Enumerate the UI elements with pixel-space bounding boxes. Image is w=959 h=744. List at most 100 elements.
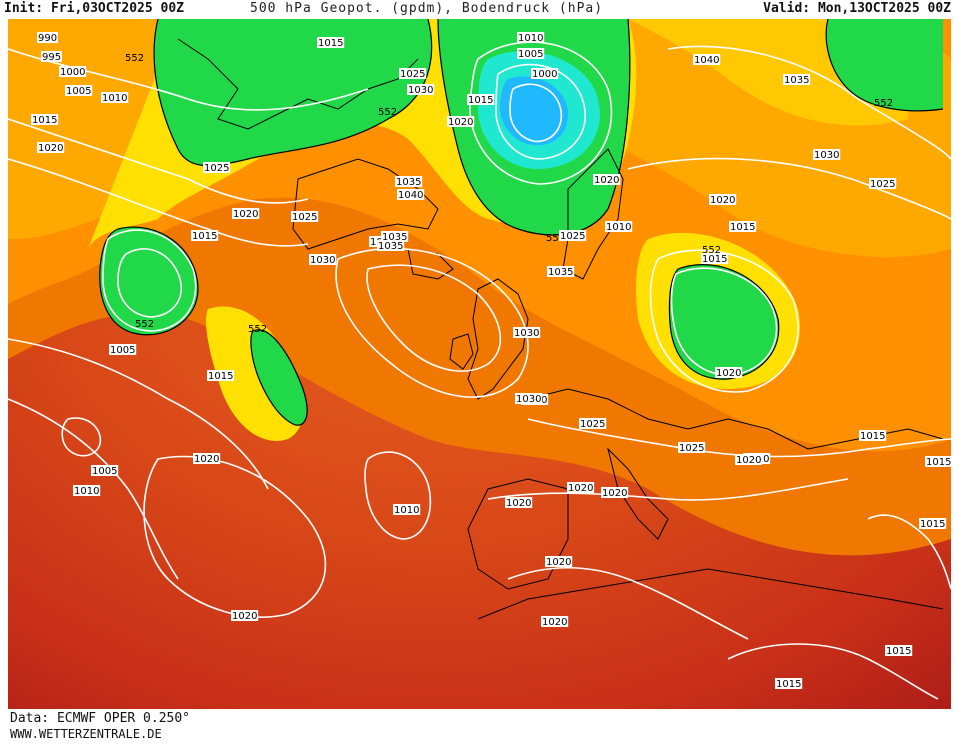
isobar-label: 1015	[859, 430, 887, 442]
isobar-label-background	[399, 68, 427, 79]
isobar-label: 1015	[317, 37, 345, 49]
isobar-label-text: 1030	[408, 85, 433, 96]
isobar-low-west	[102, 229, 197, 332]
isobar-label: 1005	[91, 465, 119, 477]
isobar-label-text: 1035	[548, 267, 573, 278]
isobar-label-background	[678, 442, 706, 453]
isobar-label: 1025	[869, 178, 897, 190]
isobar-label-background	[729, 221, 757, 232]
isobar-label-background	[547, 266, 575, 277]
isobar-label-background	[203, 162, 231, 173]
isobar-label-background	[531, 68, 559, 79]
isobar-label-background	[207, 370, 235, 381]
isobar-label: 1020	[447, 116, 475, 128]
isobar-label-background	[377, 240, 405, 251]
isobar-label-text: 1000	[532, 69, 557, 80]
isobar	[867, 514, 951, 590]
isobar-label-background	[397, 189, 425, 200]
isobar	[487, 478, 849, 501]
isobar-label-background	[381, 231, 409, 242]
isobar-label: 1040	[397, 189, 425, 201]
isobar-label: 1040	[693, 54, 721, 66]
isobar-label: 1020	[709, 194, 737, 206]
isobar-label-background	[232, 208, 260, 219]
isobar-high-inner	[366, 264, 502, 372]
isobar-label: 1025	[399, 68, 427, 80]
isobar-label-text: 1025	[580, 419, 605, 430]
isobar-label-background	[505, 497, 533, 508]
isobar-label: 1010	[101, 92, 129, 104]
isobar-label-background	[393, 504, 421, 515]
isobar-label: 1020	[232, 208, 260, 220]
isobar-label-background	[467, 94, 495, 105]
isobar-label-text: 1015	[192, 231, 217, 242]
isobar-label-text: 1005	[110, 345, 135, 356]
isobar-label-text: 1005	[92, 466, 117, 477]
isobar-label: 1015	[775, 678, 803, 690]
isobar-label: 1025	[678, 442, 706, 454]
isobar-label-text: 1020	[594, 175, 619, 186]
map-title: 500 hPa Geopot. (gpdm), Bodendruck (hPa)	[250, 1, 604, 16]
isobar-low-east-inner	[670, 267, 778, 376]
isobar-label-background	[447, 116, 475, 127]
isobar-label-text: 1020	[546, 557, 571, 568]
isobar-label-text: 1010	[102, 93, 127, 104]
data-source-label: Data: ECMWF OPER 0.250°	[10, 711, 191, 726]
isobar-label: 1035	[395, 176, 423, 188]
isobar-label: 1020	[715, 367, 743, 379]
isobar-label-text: 995	[42, 52, 61, 63]
isobar-label-text: 1010	[518, 33, 543, 44]
geopotential-label: 552	[378, 107, 397, 118]
isobar-label: 1020	[193, 453, 221, 465]
isobar-label-background	[701, 253, 729, 264]
isobar	[8, 118, 309, 204]
isobar-label-text: 1030	[516, 394, 541, 405]
website-label: WWW.WETTERZENTRALE.DE	[10, 727, 162, 741]
isobar-label: 1030	[309, 254, 337, 266]
isobar-label: 1015	[919, 518, 947, 530]
isobar-label-text: 1040	[694, 55, 719, 66]
isobar-label-text: 1020	[506, 498, 531, 509]
isobar-label-background	[317, 37, 345, 48]
isobar	[8, 338, 269, 490]
cutoff-low	[250, 329, 308, 426]
coastline-norway	[562, 148, 624, 280]
isobar-label-background	[101, 92, 129, 103]
isobar-label-text: 1015	[860, 431, 885, 442]
isobar-label-text: 1020	[716, 368, 741, 379]
contour-552-cutoff	[250, 329, 308, 426]
isobar-label-background	[191, 230, 219, 241]
isobar-label: 1010	[605, 221, 633, 233]
coastline-north-africa	[477, 568, 944, 620]
init-time-label: Init: Fri,03OCT2025 00Z	[4, 1, 185, 16]
contour-552-west	[99, 226, 199, 336]
coastline-britain	[467, 278, 529, 400]
isobar-label: 990	[37, 32, 58, 44]
isobar-label-background	[65, 85, 93, 96]
isobar-label-text: 1015	[926, 457, 951, 468]
isobar-label-text: 1020	[542, 617, 567, 628]
valid-time-label: Valid: Mon,13OCT2025 00Z	[763, 1, 951, 16]
isobar-label-text: 1015	[702, 254, 727, 265]
isobar-label: 1035	[377, 240, 405, 252]
low-center-east	[669, 264, 779, 380]
isobar-label: 1005	[65, 85, 93, 97]
isobar-label-background	[73, 485, 101, 496]
isobar-label-background	[885, 645, 913, 656]
coastline-greenland	[177, 38, 419, 130]
isobar-label: 1035	[381, 231, 409, 243]
isobar-label-background	[693, 54, 721, 65]
isobar-label-text: 1035	[382, 232, 407, 243]
isobar-label-text: 1010	[74, 486, 99, 497]
isobar-label-text: 1010	[606, 222, 631, 233]
isobar-label: 1015	[191, 230, 219, 242]
isobar-low-atlantic	[364, 451, 432, 540]
trough-northeast	[826, 19, 943, 111]
isobar-label-text: 1025	[679, 443, 704, 454]
isobar-label: 1030	[513, 327, 541, 339]
geopotential-label: 552	[546, 233, 565, 244]
isobar-label-background	[601, 487, 629, 498]
isobar-label-background	[193, 453, 221, 464]
isobar-label-background	[813, 149, 841, 160]
isobar-label-text: 1040	[398, 190, 423, 201]
